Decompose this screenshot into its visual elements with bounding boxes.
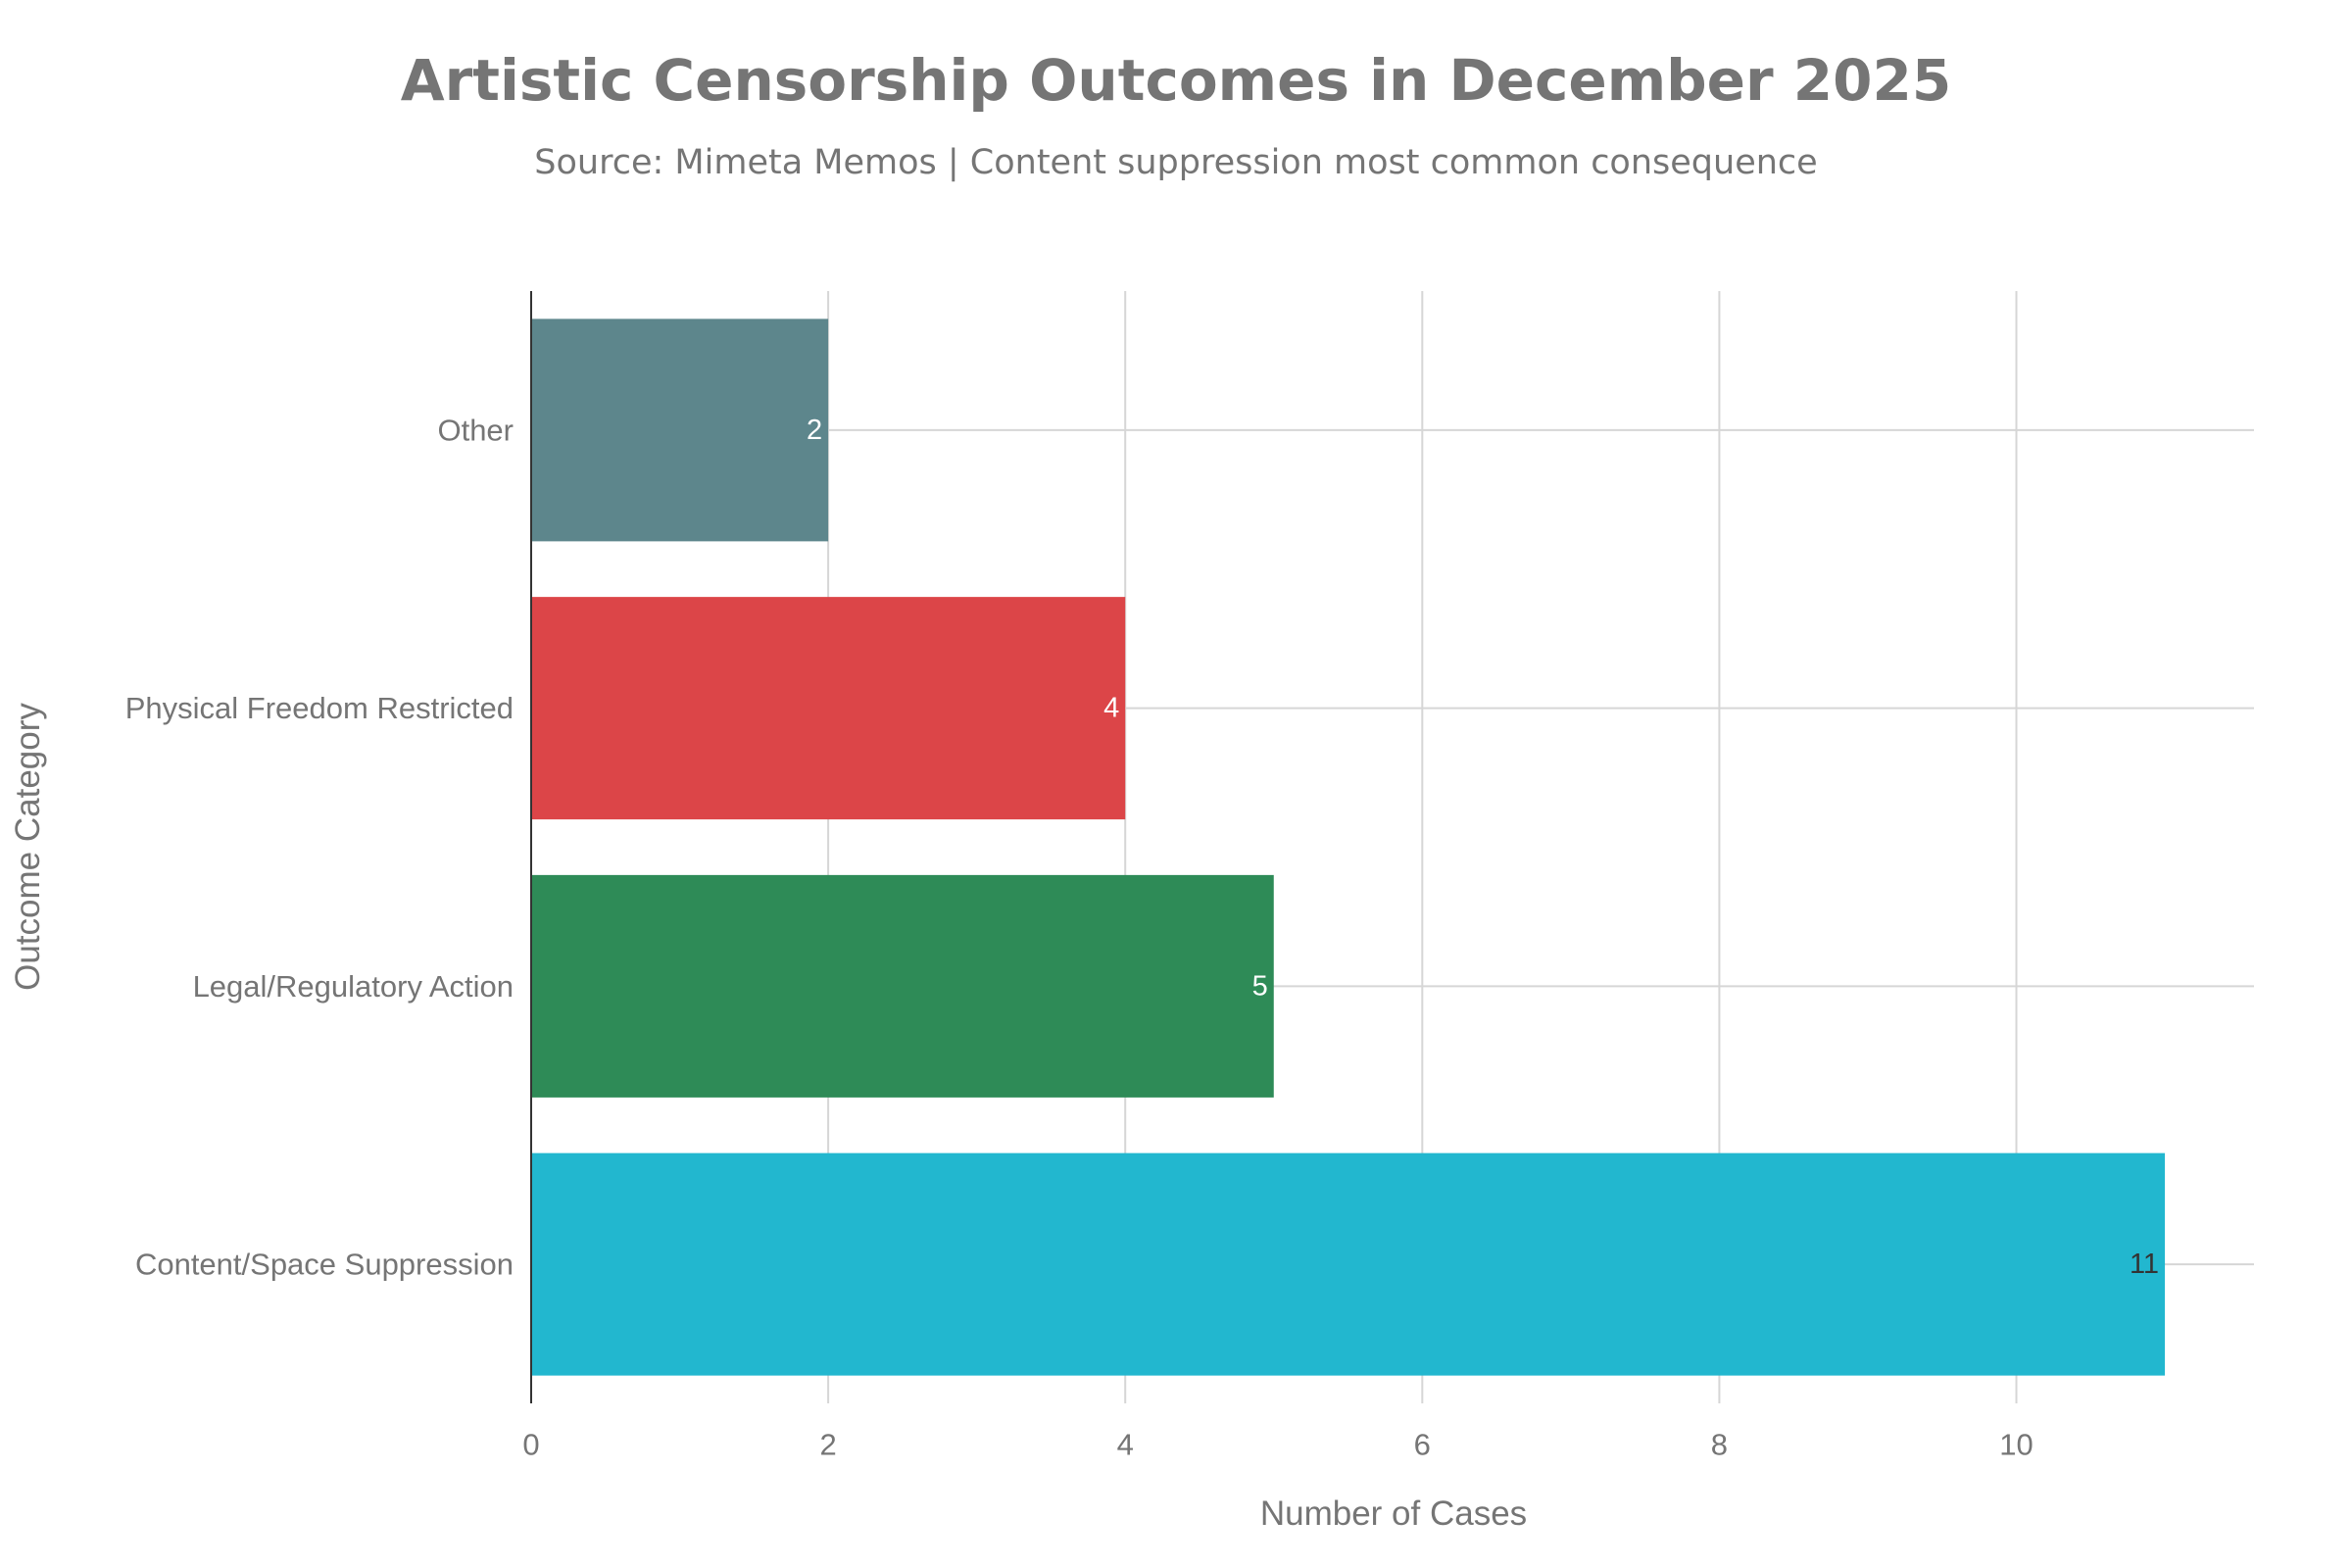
y-tick-label-1: Legal/Regulatory Action	[193, 969, 514, 1004]
x-tick-label-2: 4	[1117, 1428, 1134, 1462]
bars: 11 5 4 2	[531, 318, 2166, 1376]
y-tick-labels: Content/Space Suppression Legal/Regulator…	[125, 413, 514, 1281]
data-label-2: 4	[1103, 693, 1119, 724]
x-tick-label-1: 2	[819, 1428, 836, 1462]
chart-title: Artistic Censorship Outcomes in December…	[401, 47, 1951, 114]
chart-subtitle: Source: Mimeta Memos | Content suppressi…	[534, 143, 1817, 182]
bar-0	[531, 1152, 2166, 1376]
bar-3	[531, 318, 829, 542]
x-tick-label-3: 6	[1414, 1428, 1431, 1462]
bar-1	[531, 874, 1274, 1098]
x-axis-title: Number of Cases	[1260, 1494, 1527, 1533]
x-tick-label-5: 10	[1999, 1428, 2033, 1462]
y-axis-title: Outcome Category	[9, 703, 47, 991]
x-tick-label-0: 0	[522, 1428, 539, 1462]
y-tick-label-2: Physical Freedom Restricted	[125, 691, 514, 725]
data-label-3: 2	[807, 415, 822, 446]
y-tick-label-0: Content/Space Suppression	[135, 1248, 514, 1282]
y-tick-label-3: Other	[437, 413, 514, 447]
data-label-0: 11	[2130, 1249, 2159, 1280]
bar-2	[531, 597, 1126, 820]
data-label-1: 5	[1252, 970, 1268, 1002]
x-tick-labels: 0 2 4 6 8 10	[522, 1428, 2033, 1462]
x-tick-label-4: 8	[1711, 1428, 1728, 1462]
